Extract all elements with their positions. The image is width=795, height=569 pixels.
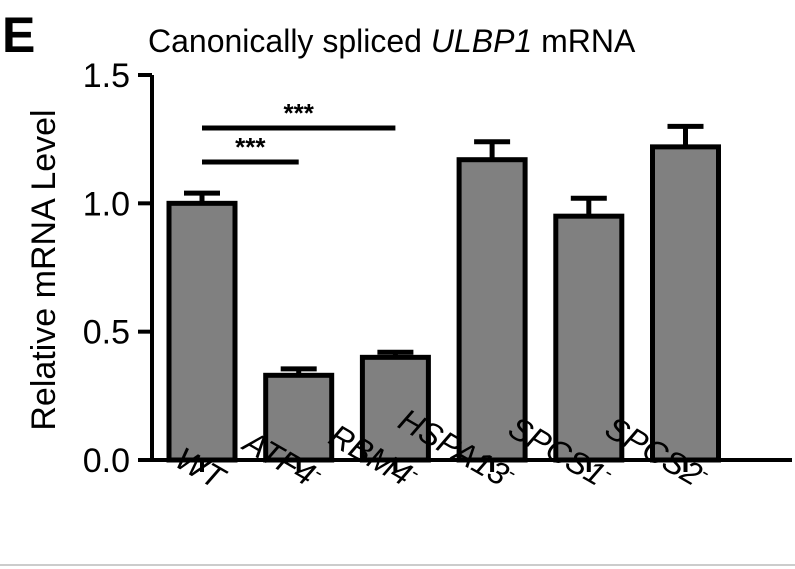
y-tick-label: 0.5 bbox=[83, 314, 130, 352]
y-axis: 0.0 0.5 1.0 1.5 bbox=[83, 57, 154, 480]
bar-wt bbox=[166, 200, 238, 463]
bar-hspa13 bbox=[456, 157, 528, 463]
significance-group: *** *** bbox=[202, 98, 396, 165]
significance-label: *** bbox=[235, 132, 266, 162]
significance-label: *** bbox=[284, 98, 315, 128]
chart-title-suffix: mRNA bbox=[532, 23, 636, 59]
error-bar-group bbox=[184, 123, 704, 376]
bar-spcs2 bbox=[650, 144, 721, 463]
y-tick-label: 1.0 bbox=[83, 185, 130, 223]
y-tick-label: 1.5 bbox=[83, 57, 130, 95]
panel-letter: E bbox=[2, 7, 35, 63]
chart-title-gene: ULBP1 bbox=[431, 23, 532, 59]
y-axis-label: Relative mRNA Level bbox=[25, 109, 63, 430]
bar-group bbox=[166, 144, 721, 463]
y-tick-label: 0.0 bbox=[83, 442, 130, 480]
chart-title: Canonically spliced ULBP1 mRNA bbox=[148, 23, 636, 59]
chart-title-prefix: Canonically spliced bbox=[148, 23, 431, 59]
